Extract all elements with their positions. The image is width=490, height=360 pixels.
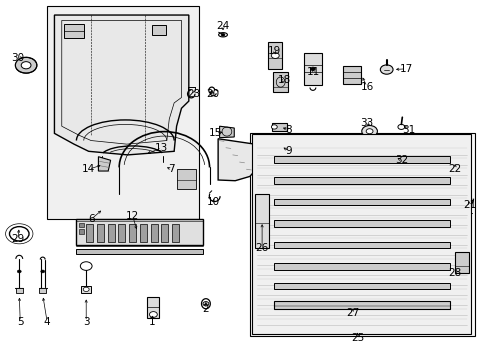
Bar: [274, 220, 450, 226]
Text: 26: 26: [255, 243, 269, 253]
Bar: [273, 72, 288, 92]
Text: 6: 6: [88, 215, 95, 224]
Text: 1: 1: [149, 317, 155, 327]
Text: 22: 22: [448, 164, 462, 174]
Bar: [255, 194, 270, 248]
Circle shape: [41, 270, 45, 273]
Text: 12: 12: [126, 211, 139, 221]
Bar: [161, 224, 168, 242]
Bar: [39, 288, 46, 293]
Circle shape: [380, 65, 393, 74]
Bar: [274, 263, 450, 270]
Bar: [16, 288, 23, 293]
Text: 28: 28: [448, 268, 462, 278]
Text: 19: 19: [268, 46, 281, 56]
Text: 24: 24: [217, 21, 230, 31]
Bar: [140, 224, 147, 242]
Text: 7: 7: [169, 164, 175, 174]
Text: 4: 4: [44, 317, 50, 327]
Bar: [64, 24, 84, 39]
Bar: [272, 123, 287, 131]
Text: 20: 20: [207, 89, 220, 99]
Text: 18: 18: [277, 75, 291, 85]
Circle shape: [21, 62, 31, 69]
Bar: [274, 177, 450, 184]
Bar: [274, 156, 450, 163]
Text: 33: 33: [361, 118, 374, 128]
Text: 2: 2: [202, 304, 209, 314]
Circle shape: [83, 287, 89, 292]
Text: 3: 3: [83, 317, 90, 327]
Text: 13: 13: [155, 143, 169, 153]
Bar: [152, 25, 166, 35]
Text: 8: 8: [286, 125, 293, 135]
Polygon shape: [76, 249, 203, 253]
Text: 10: 10: [207, 197, 220, 207]
Bar: [274, 242, 450, 248]
Text: 27: 27: [346, 308, 359, 318]
Bar: [129, 224, 136, 242]
Polygon shape: [76, 220, 203, 244]
Bar: [455, 252, 469, 273]
Polygon shape: [218, 139, 260, 181]
Bar: [79, 223, 84, 227]
Text: 29: 29: [11, 234, 24, 244]
Text: 32: 32: [395, 155, 408, 165]
Circle shape: [15, 57, 37, 73]
Text: 25: 25: [351, 333, 364, 343]
Polygon shape: [54, 15, 189, 155]
Bar: [172, 224, 179, 242]
Bar: [176, 169, 196, 189]
Text: 30: 30: [11, 53, 24, 63]
Bar: [147, 297, 159, 318]
Bar: [119, 224, 125, 242]
Bar: [108, 224, 115, 242]
Circle shape: [362, 126, 377, 137]
Bar: [250, 134, 475, 336]
Bar: [97, 224, 104, 242]
Text: 31: 31: [402, 125, 416, 135]
Circle shape: [271, 125, 277, 129]
Text: 21: 21: [463, 200, 476, 210]
Bar: [81, 286, 91, 293]
Text: 17: 17: [400, 64, 413, 74]
Bar: [274, 301, 450, 309]
Bar: [274, 199, 450, 205]
Circle shape: [366, 129, 373, 134]
Circle shape: [221, 33, 225, 36]
Circle shape: [271, 53, 279, 58]
Bar: [47, 6, 198, 220]
Text: 23: 23: [187, 89, 200, 99]
Text: 16: 16: [361, 82, 374, 92]
Circle shape: [149, 312, 157, 318]
Bar: [343, 66, 361, 84]
Bar: [151, 224, 158, 242]
Polygon shape: [98, 157, 111, 171]
Polygon shape: [220, 126, 234, 138]
Bar: [86, 224, 93, 242]
Polygon shape: [387, 157, 406, 163]
Text: 15: 15: [209, 129, 222, 138]
Text: 11: 11: [307, 67, 320, 77]
Circle shape: [311, 67, 316, 71]
Circle shape: [203, 302, 209, 306]
Bar: [79, 229, 84, 234]
Bar: [269, 42, 282, 69]
Bar: [252, 134, 471, 334]
Text: 9: 9: [286, 146, 293, 156]
Text: 5: 5: [17, 317, 24, 327]
Bar: [304, 53, 322, 85]
Circle shape: [17, 270, 21, 273]
Text: 14: 14: [82, 164, 95, 174]
Bar: [274, 283, 450, 289]
